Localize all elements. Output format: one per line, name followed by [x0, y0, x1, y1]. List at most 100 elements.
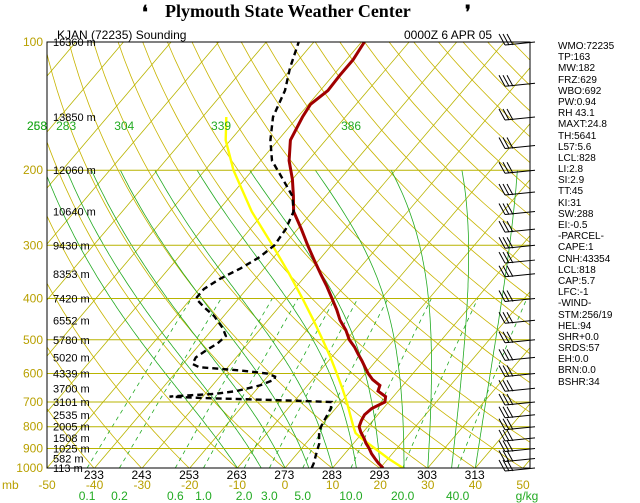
index-line: -WIND- [558, 298, 592, 310]
height-label: 1025 m [53, 444, 90, 456]
wind-barb-icon [498, 393, 536, 406]
theta-1000-label: 283 [322, 468, 342, 482]
wind-barb-flag [498, 75, 506, 87]
wind-barb-icon [498, 349, 536, 361]
theta-top-label: 339 [211, 119, 231, 133]
wind-barb-icon [498, 380, 536, 392]
mixing-ratio-label: 20.0 [391, 489, 415, 503]
wind-barb-flag [498, 429, 506, 442]
wind-barb-staff [504, 259, 536, 264]
mixing-ratio-label: 2.0 [236, 489, 253, 503]
wind-barb-icon [498, 137, 536, 150]
height-label: 8353 m [53, 269, 90, 281]
wind-barb-flag [498, 161, 506, 174]
mixing-ratio-label: 0.2 [111, 489, 128, 503]
temp-axis-label: -10 [229, 478, 247, 492]
index-line: STM:256/19 [558, 309, 613, 321]
index-line: EH:0.0 [558, 354, 589, 366]
dry-adiabat-line [47, 346, 142, 468]
wind-barb-flag [506, 312, 514, 324]
theta-1000-label: 313 [465, 468, 485, 482]
mixing-ratio-label: 3.0 [261, 489, 278, 503]
index-line: L57:5.6 [558, 141, 592, 153]
theta-top-label: 304 [114, 119, 134, 133]
wind-barb-flag [498, 251, 506, 264]
height-label: 3700 m [53, 383, 90, 395]
wind-barb-flag [498, 349, 506, 361]
wind-barb-flag [498, 290, 506, 302]
wind-barb-flag [498, 183, 506, 196]
wind-barb-flag [498, 33, 506, 46]
plot-area [47, 42, 530, 468]
dry-adiabat-line [290, 42, 530, 298]
wind-barb-flag [498, 380, 506, 392]
wind-barb-icon [498, 251, 536, 264]
wind-barb-icon [498, 203, 536, 216]
wind-barb-flag [506, 75, 514, 87]
wind-barb-flag [502, 349, 510, 361]
temp-axis-label: -40 [86, 478, 104, 492]
dry-adiabat-line [68, 42, 380, 468]
pressure-tick-label: 800 [23, 420, 43, 434]
dry-adiabat-line [339, 42, 530, 243]
dry-adiabat-line [47, 282, 190, 468]
index-line: RH 43.1 [558, 108, 595, 120]
height-label: 1508 m [53, 433, 90, 445]
height-label: 7420 m [53, 293, 90, 305]
wind-barb-flag [502, 237, 510, 249]
mixing-ratio-line [457, 298, 528, 468]
theta-top-label: 268 [27, 119, 47, 133]
theta-top-label: 253 [27, 119, 47, 133]
mixing-ratio-line [243, 298, 336, 468]
wind-barb-flag [502, 440, 510, 452]
pressure-tick-label: 500 [23, 333, 43, 347]
wind-barb-icon [498, 331, 536, 344]
wind-barb-flag [498, 312, 506, 324]
dry-adiabat-line [47, 215, 237, 468]
temp-axis-label: 20 [374, 478, 388, 492]
wind-barb-icon [498, 312, 536, 324]
wind-barb-icon [498, 108, 536, 121]
index-line: KI:31 [558, 197, 582, 209]
temp-axis-label: 40 [469, 478, 483, 492]
wind-barb-flag [506, 137, 514, 149]
wind-barb-icon [498, 183, 536, 196]
index-line: -PARCEL- [558, 231, 604, 243]
page-title: Plymouth State Weather Center [165, 1, 411, 21]
wind-barb-flag [498, 459, 506, 472]
theta-1000-label: 263 [227, 468, 247, 482]
wind-barb-flag [498, 108, 506, 121]
index-line: FRZ:629 [558, 74, 597, 86]
mixing-ratio-label: 1.0 [195, 489, 212, 503]
wind-barb-flag [498, 331, 506, 344]
wind-barb-flag [502, 331, 510, 344]
isotherm-line [332, 235, 530, 468]
height-label: 10640 m [53, 207, 96, 219]
isotherm-line [47, 42, 410, 468]
index-line: BSHR:34 [558, 376, 600, 388]
wind-barb-flag [506, 380, 514, 392]
wind-barb-flag [506, 429, 514, 442]
pressure-tick-label: 400 [23, 291, 43, 305]
wind-barb-icon [498, 161, 536, 174]
height-label: 2535 m [53, 410, 90, 422]
wind-barb-flag [498, 237, 506, 249]
theta-top-label: 283 [56, 119, 76, 133]
dry-adiabat-line [240, 42, 530, 355]
wind-barb-flag [498, 393, 506, 406]
index-line: LFC:-1 [558, 287, 589, 299]
temp-axis-label: 10 [326, 478, 340, 492]
wind-barb-flag [498, 365, 506, 377]
dry-adiabat-line [142, 42, 523, 468]
pressure-tick-label: 300 [23, 238, 43, 252]
wind-barb-flag [502, 265, 510, 278]
height-label: 2005 m [53, 422, 90, 434]
wind-barb-flag [506, 393, 514, 406]
wind-barb-staff [504, 228, 536, 233]
wind-barb-flag [506, 365, 514, 377]
wind-barb-icon [498, 237, 536, 249]
wind-barb-icon [498, 33, 536, 46]
pressure-tick-label: 1000 [16, 461, 43, 475]
index-line: TH:5641 [558, 130, 597, 142]
wind-barb-flag [502, 161, 510, 174]
